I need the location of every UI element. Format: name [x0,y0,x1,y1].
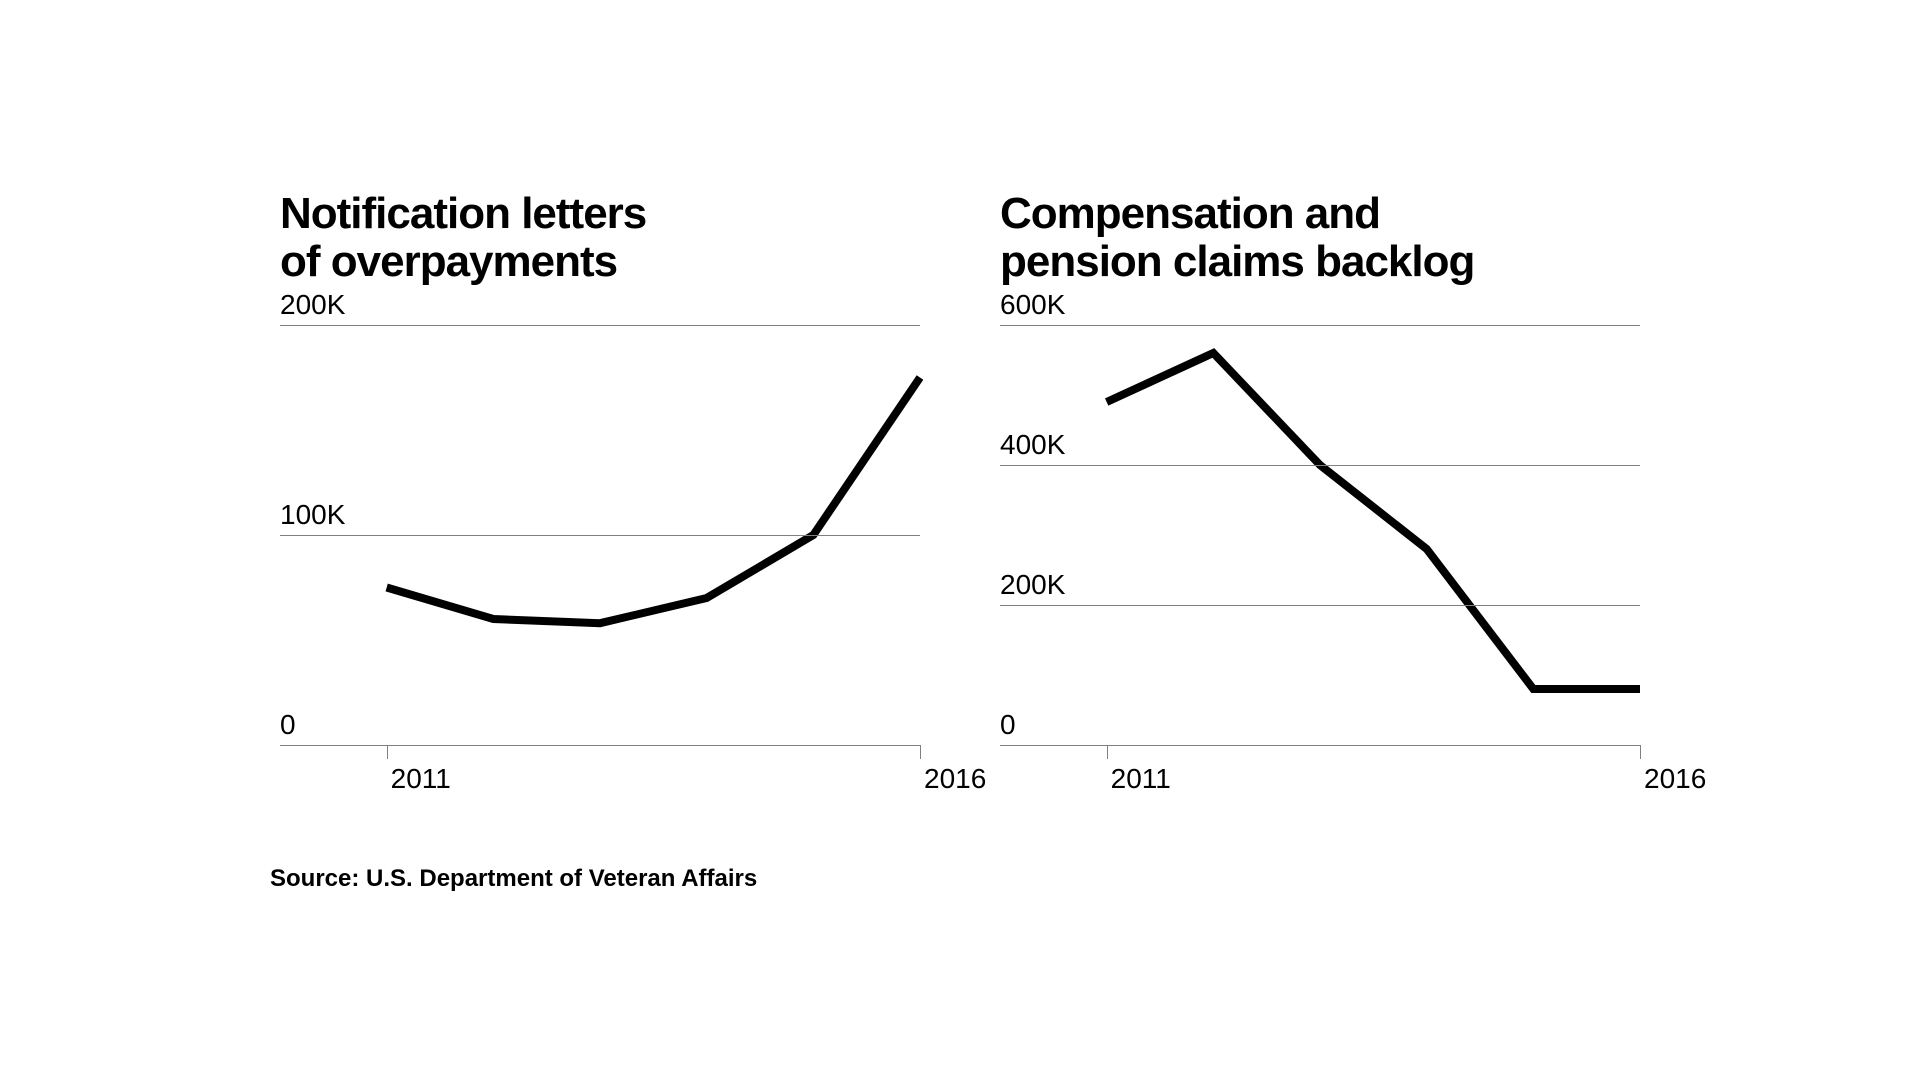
x-axis-line [1000,745,1640,746]
chart-title-overpayments: Notification letters of overpayments [280,190,920,285]
y-axis-label: 200K [280,289,345,325]
gridline [1000,325,1640,326]
y-axis-label: 600K [1000,289,1065,325]
chart-title-backlog: Compensation and pension claims backlog [1000,190,1640,285]
title-line: Notification letters [280,189,646,238]
x-axis: 20112016 [1000,745,1640,805]
chart-backlog: Compensation and pension claims backlog … [1000,190,1640,805]
chart-area: 0200K400K600K 20112016 [1000,325,1640,805]
y-axis-label: 0 [1000,709,1016,745]
x-axis-label: 2016 [924,759,986,795]
x-axis-label: 2011 [1111,759,1171,795]
x-tick [387,745,388,759]
chart-overpayments: Notification letters of overpayments 0 10… [280,190,920,805]
charts-row: Notification letters of overpayments 0 10… [270,190,1650,805]
y-axis-label: 100K [280,499,345,535]
gridline [1000,465,1640,466]
title-line: Compensation and [1000,189,1380,238]
x-tick [920,745,921,759]
x-tick [1640,745,1641,759]
x-axis-line [280,745,920,746]
line-path [1000,325,1640,745]
chart-area: 0100K200K 20112016 [280,325,920,805]
gridline [280,325,920,326]
plot-area: 0100K200K [280,325,920,745]
title-line: of overpayments [280,237,617,286]
plot-area: 0200K400K600K [1000,325,1640,745]
x-axis-label: 2016 [1644,759,1706,795]
x-axis: 20112016 [280,745,920,805]
x-tick [1107,745,1108,759]
gridline [280,535,920,536]
source-text: Source: U.S. Department of Veteran Affai… [270,865,1650,893]
gridline [1000,605,1640,606]
y-axis-label: 0 [280,709,296,745]
chart-container: Notification letters of overpayments 0 10… [230,130,1690,950]
y-axis-label: 400K [1000,429,1065,465]
x-axis-label: 2011 [391,759,451,795]
title-line: pension claims backlog [1000,237,1474,286]
y-axis-label: 200K [1000,569,1065,605]
